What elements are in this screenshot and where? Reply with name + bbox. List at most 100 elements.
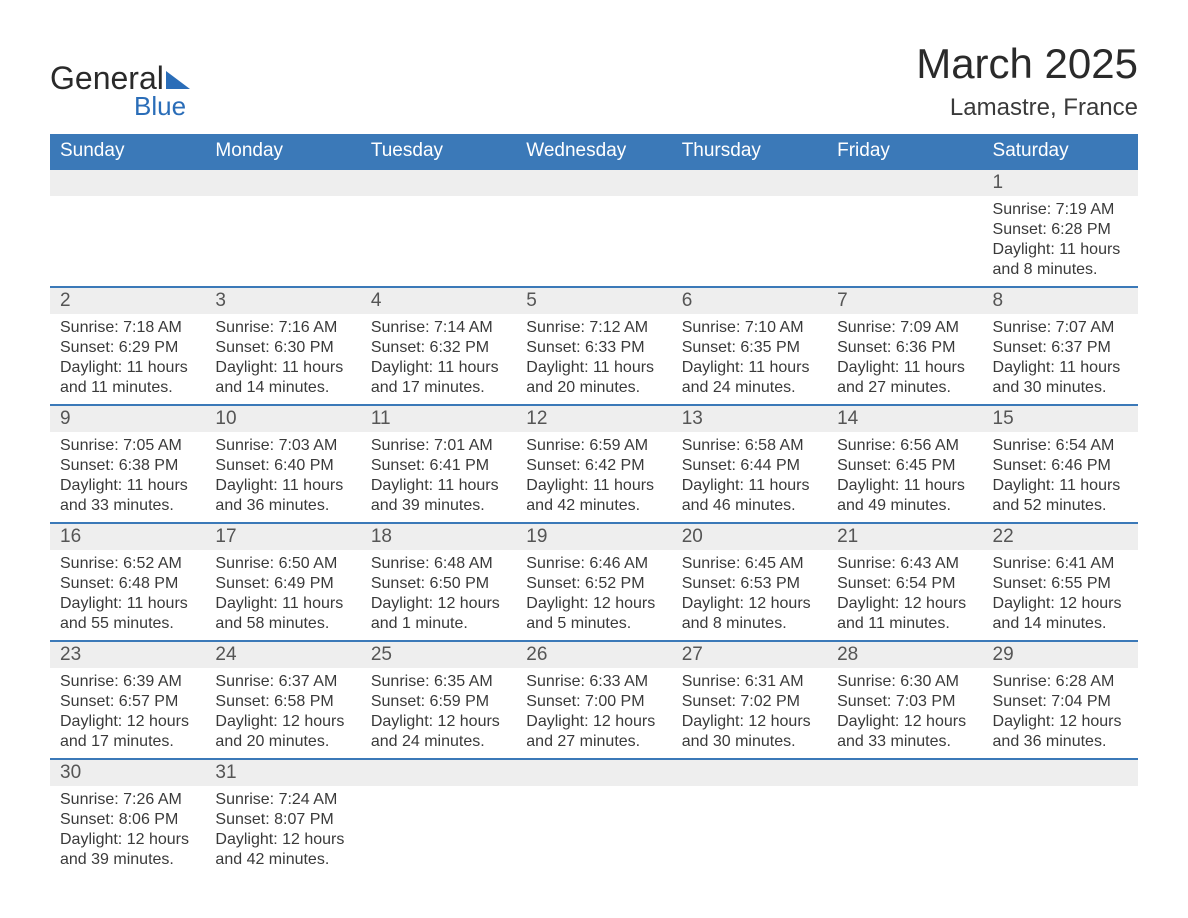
day-cell bbox=[205, 196, 360, 287]
day-cell bbox=[827, 196, 982, 287]
day-number bbox=[50, 169, 205, 196]
daylight-text-1: Daylight: 11 hours bbox=[371, 358, 506, 378]
sunset-text: Sunset: 6:55 PM bbox=[993, 574, 1128, 594]
sunset-text: Sunset: 6:54 PM bbox=[837, 574, 972, 594]
calendar-table: Sunday Monday Tuesday Wednesday Thursday… bbox=[50, 134, 1138, 876]
sunset-text: Sunset: 6:44 PM bbox=[682, 456, 817, 476]
day-cell: Sunrise: 6:31 AMSunset: 7:02 PMDaylight:… bbox=[672, 668, 827, 759]
sunrise-text: Sunrise: 7:12 AM bbox=[526, 318, 661, 338]
sunrise-text: Sunrise: 6:28 AM bbox=[993, 672, 1128, 692]
daylight-text-2: and 8 minutes. bbox=[682, 614, 817, 634]
col-monday: Monday bbox=[205, 134, 360, 169]
daylight-text-2: and 27 minutes. bbox=[837, 378, 972, 398]
daynum-row: 16171819202122 bbox=[50, 523, 1138, 550]
daylight-text-1: Daylight: 12 hours bbox=[371, 594, 506, 614]
sunrise-text: Sunrise: 6:59 AM bbox=[526, 436, 661, 456]
daylight-text-1: Daylight: 11 hours bbox=[215, 476, 350, 496]
brand-blue: Blue bbox=[134, 91, 186, 122]
day-cell: Sunrise: 6:30 AMSunset: 7:03 PMDaylight:… bbox=[827, 668, 982, 759]
sunrise-text: Sunrise: 7:05 AM bbox=[60, 436, 195, 456]
sunset-text: Sunset: 6:46 PM bbox=[993, 456, 1128, 476]
daylight-text-2: and 11 minutes. bbox=[837, 614, 972, 634]
day-number: 21 bbox=[827, 523, 982, 550]
day-cell: Sunrise: 7:24 AMSunset: 8:07 PMDaylight:… bbox=[205, 786, 360, 876]
day-cell bbox=[672, 786, 827, 876]
sunrise-text: Sunrise: 6:39 AM bbox=[60, 672, 195, 692]
daylight-text-1: Daylight: 12 hours bbox=[682, 594, 817, 614]
sunrise-text: Sunrise: 6:58 AM bbox=[682, 436, 817, 456]
col-saturday: Saturday bbox=[983, 134, 1138, 169]
daylight-text-1: Daylight: 12 hours bbox=[526, 594, 661, 614]
day-number: 27 bbox=[672, 641, 827, 668]
sunset-text: Sunset: 6:53 PM bbox=[682, 574, 817, 594]
daylight-text-2: and 24 minutes. bbox=[682, 378, 817, 398]
daylight-text-1: Daylight: 12 hours bbox=[993, 712, 1128, 732]
day-number: 28 bbox=[827, 641, 982, 668]
col-friday: Friday bbox=[827, 134, 982, 169]
sunset-text: Sunset: 6:38 PM bbox=[60, 456, 195, 476]
calendar-body: 1Sunrise: 7:19 AMSunset: 6:28 PMDaylight… bbox=[50, 169, 1138, 876]
daylight-text-1: Daylight: 12 hours bbox=[682, 712, 817, 732]
sunrise-text: Sunrise: 6:43 AM bbox=[837, 554, 972, 574]
day-number: 1 bbox=[983, 169, 1138, 196]
detail-row: Sunrise: 6:39 AMSunset: 6:57 PMDaylight:… bbox=[50, 668, 1138, 759]
day-cell bbox=[827, 786, 982, 876]
daylight-text-2: and 8 minutes. bbox=[993, 260, 1128, 280]
day-number bbox=[827, 169, 982, 196]
day-cell bbox=[361, 786, 516, 876]
day-number: 23 bbox=[50, 641, 205, 668]
sunrise-text: Sunrise: 7:01 AM bbox=[371, 436, 506, 456]
daylight-text-1: Daylight: 11 hours bbox=[215, 358, 350, 378]
daylight-text-2: and 42 minutes. bbox=[526, 496, 661, 516]
daynum-row: 1 bbox=[50, 169, 1138, 196]
sunrise-text: Sunrise: 6:33 AM bbox=[526, 672, 661, 692]
day-number: 25 bbox=[361, 641, 516, 668]
day-number bbox=[672, 169, 827, 196]
day-cell: Sunrise: 6:54 AMSunset: 6:46 PMDaylight:… bbox=[983, 432, 1138, 523]
day-cell: Sunrise: 6:58 AMSunset: 6:44 PMDaylight:… bbox=[672, 432, 827, 523]
sunrise-text: Sunrise: 7:24 AM bbox=[215, 790, 350, 810]
sunset-text: Sunset: 6:40 PM bbox=[215, 456, 350, 476]
daylight-text-2: and 49 minutes. bbox=[837, 496, 972, 516]
day-number bbox=[672, 759, 827, 786]
day-cell: Sunrise: 6:45 AMSunset: 6:53 PMDaylight:… bbox=[672, 550, 827, 641]
sunset-text: Sunset: 6:49 PM bbox=[215, 574, 350, 594]
daylight-text-1: Daylight: 11 hours bbox=[682, 476, 817, 496]
day-number: 20 bbox=[672, 523, 827, 550]
daylight-text-1: Daylight: 12 hours bbox=[993, 594, 1128, 614]
daylight-text-1: Daylight: 12 hours bbox=[60, 712, 195, 732]
daynum-row: 9101112131415 bbox=[50, 405, 1138, 432]
sunset-text: Sunset: 6:30 PM bbox=[215, 338, 350, 358]
day-cell: Sunrise: 6:35 AMSunset: 6:59 PMDaylight:… bbox=[361, 668, 516, 759]
daylight-text-2: and 17 minutes. bbox=[371, 378, 506, 398]
daylight-text-1: Daylight: 11 hours bbox=[837, 476, 972, 496]
day-number: 17 bbox=[205, 523, 360, 550]
daylight-text-1: Daylight: 11 hours bbox=[993, 476, 1128, 496]
daylight-text-2: and 58 minutes. bbox=[215, 614, 350, 634]
sunrise-text: Sunrise: 7:26 AM bbox=[60, 790, 195, 810]
col-thursday: Thursday bbox=[672, 134, 827, 169]
daylight-text-1: Daylight: 11 hours bbox=[993, 240, 1128, 260]
sunrise-text: Sunrise: 6:41 AM bbox=[993, 554, 1128, 574]
sunset-text: Sunset: 6:58 PM bbox=[215, 692, 350, 712]
day-number bbox=[827, 759, 982, 786]
location-label: Lamastre, France bbox=[916, 94, 1138, 122]
sunset-text: Sunset: 6:50 PM bbox=[371, 574, 506, 594]
day-number: 30 bbox=[50, 759, 205, 786]
day-number: 15 bbox=[983, 405, 1138, 432]
daylight-text-1: Daylight: 11 hours bbox=[837, 358, 972, 378]
day-number: 19 bbox=[516, 523, 671, 550]
day-cell: Sunrise: 7:05 AMSunset: 6:38 PMDaylight:… bbox=[50, 432, 205, 523]
sunrise-text: Sunrise: 6:31 AM bbox=[682, 672, 817, 692]
day-number: 4 bbox=[361, 287, 516, 314]
sunset-text: Sunset: 6:42 PM bbox=[526, 456, 661, 476]
daylight-text-2: and 30 minutes. bbox=[993, 378, 1128, 398]
day-number bbox=[361, 169, 516, 196]
col-sunday: Sunday bbox=[50, 134, 205, 169]
daylight-text-1: Daylight: 11 hours bbox=[215, 594, 350, 614]
day-cell: Sunrise: 6:41 AMSunset: 6:55 PMDaylight:… bbox=[983, 550, 1138, 641]
triangle-icon bbox=[166, 71, 190, 89]
daylight-text-2: and 30 minutes. bbox=[682, 732, 817, 752]
daylight-text-1: Daylight: 12 hours bbox=[526, 712, 661, 732]
sunset-text: Sunset: 6:52 PM bbox=[526, 574, 661, 594]
